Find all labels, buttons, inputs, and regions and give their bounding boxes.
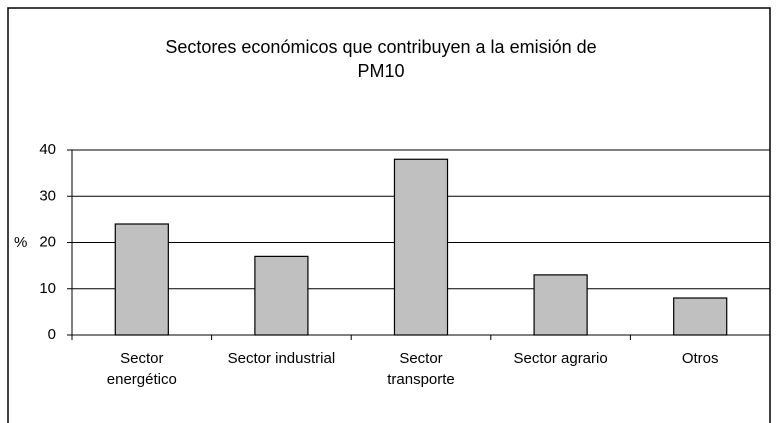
y-tick-label: 20 (39, 233, 56, 250)
y-tick-label: 40 (39, 141, 56, 158)
y-tick-label: 30 (39, 187, 56, 204)
bar (533, 274, 588, 336)
chart-title: Sectores económicos que contribuyen a la… (165, 37, 596, 81)
y-axis-label: % (14, 234, 27, 251)
bar (254, 255, 309, 336)
bar (673, 297, 728, 336)
y-tick-label: 0 (48, 326, 56, 343)
bar (393, 158, 449, 336)
chart-frame (7, 7, 771, 423)
bar (114, 223, 169, 336)
x-tick-label: Sector energético (107, 350, 177, 388)
x-tick-label: Sector agrario (513, 350, 607, 367)
x-tick-label: Otros (682, 350, 719, 367)
y-tick-label: 10 (39, 280, 56, 297)
x-tick-label: Sector industrial (228, 350, 336, 367)
x-tick-label: Sector transporte (387, 350, 455, 388)
